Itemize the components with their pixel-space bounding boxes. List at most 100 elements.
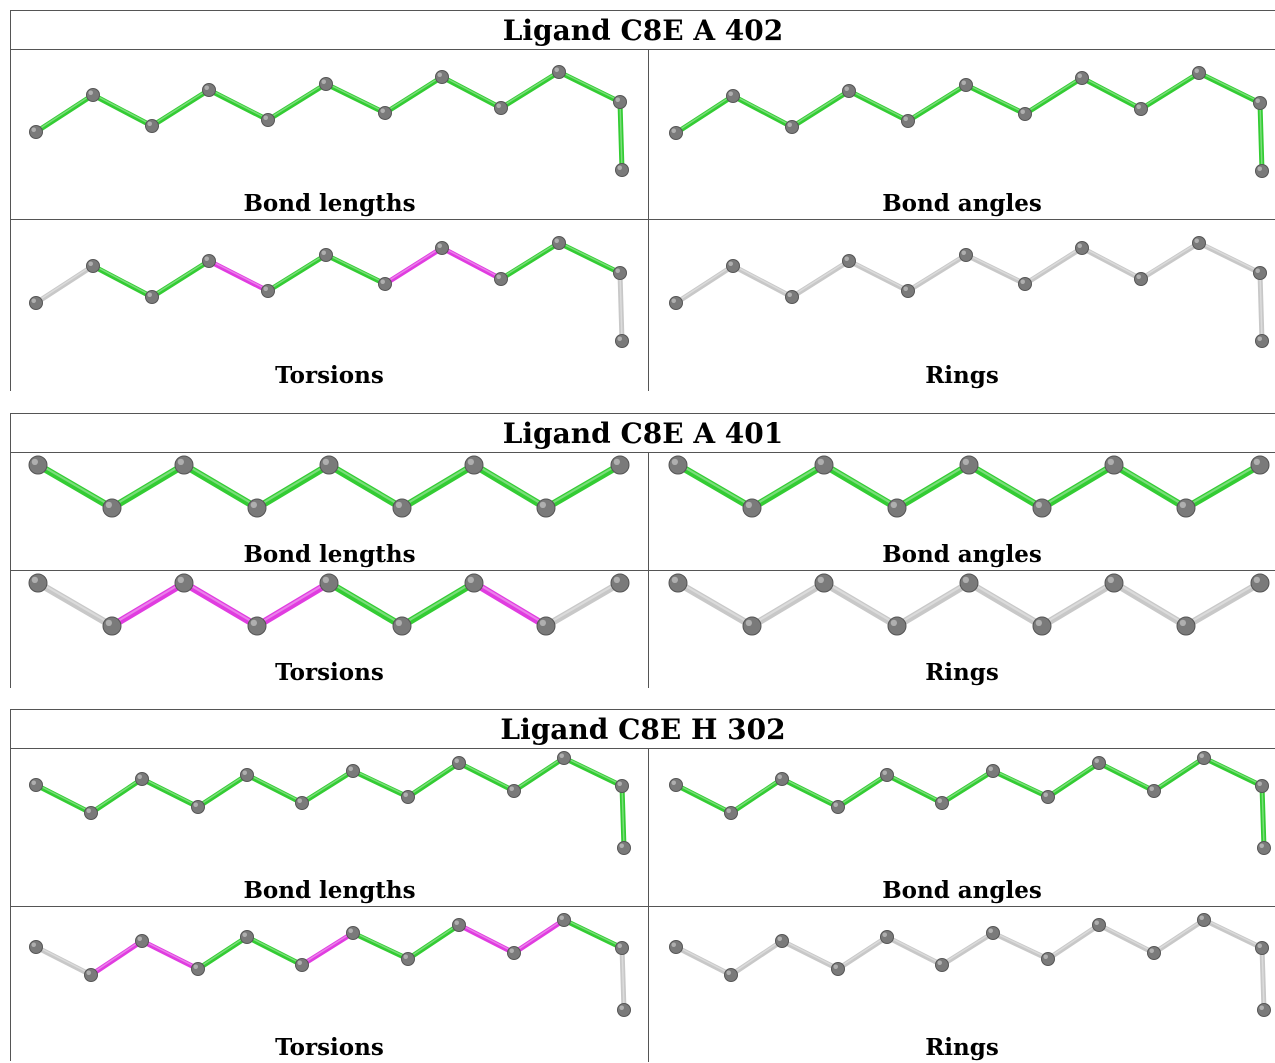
bond-ok [884,772,945,806]
bond-lengths-panel: Bond lengths [11,749,648,906]
atom [785,290,799,304]
atom [135,772,149,786]
bond-outlier [206,258,271,294]
atom [552,65,566,79]
bond-highlight [781,777,839,807]
atom [1257,1003,1271,1017]
bond-ok [398,579,478,630]
bond-highlight [886,773,943,803]
bond-neutral [673,263,736,306]
bond-highlight [563,756,623,786]
atom [435,241,449,255]
atom-highlight [1194,238,1199,243]
bond-highlight [1112,580,1188,626]
bond-highlight [967,462,1044,508]
bond-ok [206,87,271,123]
panel-label: Bond lengths [243,190,416,217]
atom-highlight [833,964,838,969]
bond-ok [244,934,305,968]
atom [775,772,789,786]
atom [668,573,688,593]
bond-highlight [558,70,621,102]
atom-highlight [204,256,210,261]
molecule-diagram [669,751,1271,855]
bond-outlier [456,922,517,956]
bond-ok [1182,461,1264,512]
bond-highlight [1153,918,1205,953]
atom [1176,498,1196,518]
bond-lengths-panel: Bond lengths [11,50,648,219]
bond-ok [456,760,517,794]
atom-highlight [1255,98,1260,103]
atom-highlight [671,780,676,785]
atom [392,498,412,518]
bond-neutral [1151,917,1207,956]
bond-highlight [267,82,327,120]
bond-highlight [822,580,899,626]
bond-highlight [730,777,783,813]
atom-highlight [395,619,402,626]
atom [401,790,415,804]
bond-ok [180,461,261,512]
atom-highlight [1257,943,1262,948]
atom [494,272,508,286]
molecule-diagram [29,65,629,177]
bond-highlight [621,946,625,1010]
atom-highlight [539,619,546,626]
bond-neutral [779,938,841,972]
atom-highlight [263,286,268,291]
atom-highlight [1257,166,1262,171]
bond-highlight [895,462,971,508]
atom [191,800,205,814]
atom [880,930,894,944]
atom-highlight [105,619,112,626]
bond-ok [498,240,562,282]
bond-highlight [1259,271,1263,341]
atom-highlight [1020,279,1025,284]
atom [831,800,845,814]
bond-highlight [732,264,793,297]
bond-highlight [197,935,248,969]
torsions-panel: Torsions [11,907,648,1063]
atom-highlight [728,261,733,266]
atom [1104,455,1124,475]
atom-highlight [31,298,36,303]
panel-divider-horizontal [11,570,1275,571]
atom [29,125,43,139]
bond-ok [820,461,901,512]
atom [986,926,1000,940]
bond-highlight [182,580,259,626]
atom [295,796,309,810]
bond-outlier [108,579,188,630]
atom [552,236,566,250]
bond-neutral [542,579,624,630]
atom-highlight [88,90,93,95]
atom [887,616,907,636]
atom-highlight [961,250,966,255]
bond-highlight [110,462,186,508]
atom-highlight [817,576,824,583]
bond-neutral [1201,917,1265,951]
bond-neutral [1045,922,1102,962]
bond-highlight [35,945,92,975]
bond-ok [1096,760,1157,794]
bond-highlight [781,939,839,969]
atom [610,573,630,593]
rings-panel: Rings [649,571,1275,688]
bond-ok [325,461,406,512]
bond-highlight [848,89,909,121]
atom [1250,455,1270,475]
ligand-title: Ligand C8E A 402 [11,11,1275,50]
bond-highlight [791,89,850,127]
bond-neutral [893,579,973,630]
atom-highlight [787,292,792,297]
bond-ok [939,768,996,806]
atom [842,84,856,98]
atom-highlight [1035,619,1042,626]
bond-highlight [941,931,994,965]
bond-highlight [907,253,967,291]
bond-highlight [676,462,754,508]
bond-ok [561,917,625,951]
atom [29,940,43,954]
atom-highlight [204,85,210,90]
